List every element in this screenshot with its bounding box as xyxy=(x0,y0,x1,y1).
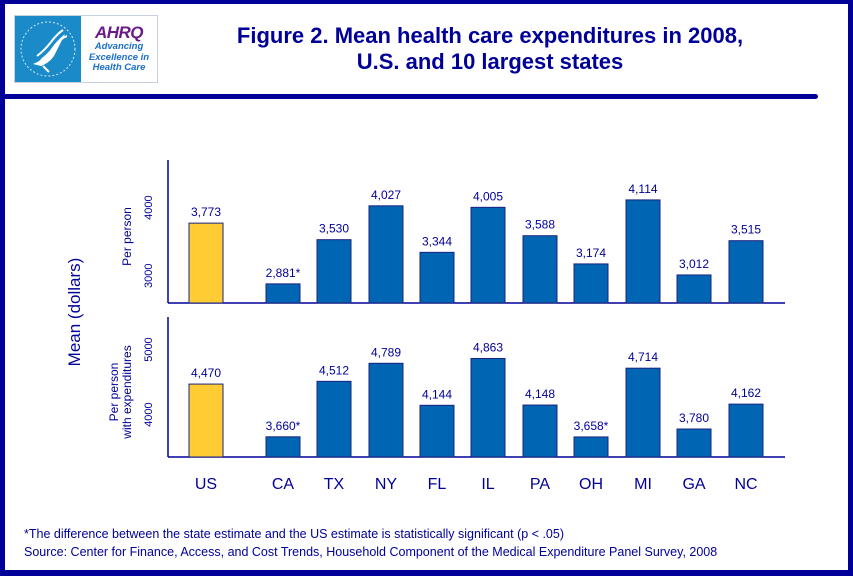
title-line-2: U.S. and 10 largest states xyxy=(356,49,624,74)
bar-mi xyxy=(625,367,661,458)
bar-ga xyxy=(676,428,712,458)
panel-label: Per person xyxy=(120,207,134,266)
data-label: 4,470 xyxy=(191,366,221,380)
source-footnote: Source: Center for Finance, Access, and … xyxy=(24,545,718,559)
x-tick-label: OH xyxy=(579,476,603,493)
y-tick-label: 5000 xyxy=(143,337,155,361)
bar-pa xyxy=(522,404,558,458)
bar-il xyxy=(470,357,506,458)
x-tick-label: MI xyxy=(634,476,652,493)
x-tick-label: IL xyxy=(481,476,494,493)
x-tick-label: US xyxy=(195,476,217,493)
data-label: 4,148 xyxy=(525,387,555,401)
data-label: 3,588 xyxy=(525,218,555,232)
data-label: 3,530 xyxy=(319,222,349,236)
data-label: 3,012 xyxy=(679,257,709,271)
bar-us xyxy=(188,222,224,304)
panel-label: Per person xyxy=(107,363,121,422)
bar-oh xyxy=(573,436,609,458)
x-tick-label: PA xyxy=(530,476,550,493)
data-label: 4,714 xyxy=(628,350,658,364)
data-label: 3,780 xyxy=(679,411,709,425)
data-label: 3,773 xyxy=(191,205,221,219)
x-tick-label: NC xyxy=(734,476,757,493)
y-tick-label: 3000 xyxy=(143,264,155,288)
bar-tx xyxy=(316,380,352,458)
header-divider xyxy=(5,94,818,99)
bar-oh xyxy=(573,263,609,304)
bar-nc xyxy=(728,240,764,304)
bar-fl xyxy=(419,251,455,304)
bar-pa xyxy=(522,235,558,304)
bar-il xyxy=(470,206,506,304)
x-tick-label: GA xyxy=(682,476,705,493)
title-line-1: Figure 2. Mean health care expenditures … xyxy=(236,23,744,48)
y-tick-label: 4000 xyxy=(143,195,155,219)
bar-tx xyxy=(316,239,352,304)
bar-ga xyxy=(676,274,712,304)
data-label: 4,005 xyxy=(473,189,503,203)
data-label: 4,114 xyxy=(628,182,657,196)
data-label: 4,512 xyxy=(319,363,349,377)
significance-footnote: *The difference between the state estima… xyxy=(24,527,564,541)
data-label: 3,344 xyxy=(422,234,452,248)
hhs-eagle-icon xyxy=(15,16,81,82)
x-tick-label: TX xyxy=(324,476,345,493)
x-tick-label: FL xyxy=(428,476,447,493)
x-tick-label: CA xyxy=(272,476,295,493)
ahrq-wordmark: AHRQ xyxy=(94,23,144,43)
ahrq-tagline-2: Excellence in xyxy=(88,51,150,63)
ahrq-tagline-1: Advancing xyxy=(94,41,144,53)
data-label: 2,881* xyxy=(266,266,301,280)
bar-mi xyxy=(625,199,661,304)
bar-ca xyxy=(265,283,301,304)
ahrq-tagline-3: Health Care xyxy=(92,62,146,74)
data-label: 3,174 xyxy=(576,246,606,260)
data-label: 4,162 xyxy=(731,386,761,400)
bar-fl xyxy=(419,404,455,458)
chart-title: Figure 2. Mean health care expenditures … xyxy=(210,23,770,75)
data-label: 3,515 xyxy=(731,223,761,237)
bar-ny xyxy=(368,362,404,458)
bar-ca xyxy=(265,436,301,458)
bar-nc xyxy=(728,403,764,458)
bar-us xyxy=(188,383,224,458)
data-label: 3,660* xyxy=(266,419,301,433)
data-label: 4,863 xyxy=(473,340,503,354)
data-label: 3,658* xyxy=(574,419,609,433)
panel-label: with expenditures xyxy=(120,345,134,439)
data-label: 4,789 xyxy=(371,345,401,359)
bar-ny xyxy=(368,205,404,304)
y-tick-label: 4000 xyxy=(143,402,155,426)
data-label: 4,027 xyxy=(371,188,401,202)
ahrq-logo: AHRQ Advancing Excellence in Health Care xyxy=(14,15,158,83)
y-axis-label: Mean (dollars) xyxy=(65,258,84,367)
x-tick-label: NY xyxy=(375,476,398,493)
data-label: 4,144 xyxy=(422,387,452,401)
